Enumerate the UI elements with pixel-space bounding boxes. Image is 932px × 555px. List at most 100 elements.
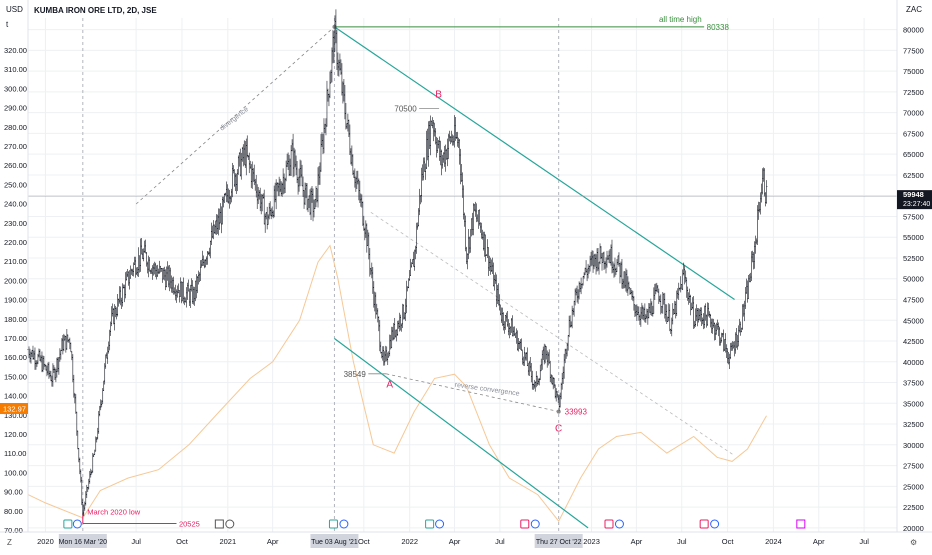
x-tick-label: Oct <box>358 537 371 546</box>
right-tick-label: 30000 <box>903 441 924 450</box>
wave-b-label: B <box>435 90 442 101</box>
overlay-series <box>27 244 767 523</box>
time-axis[interactable]: 2020 Jul Oct 2021 Apr Oct 2022 Apr Jul 2023 Apr Jul… <box>0 531 932 548</box>
right-tick-label: 52500 <box>903 254 924 263</box>
left-currency: USD <box>6 5 23 14</box>
dividend-icon <box>614 519 624 529</box>
overlay-line <box>27 244 767 523</box>
right-tick-label: 27500 <box>903 462 924 471</box>
left-tick-label: 180.00 <box>4 315 27 324</box>
left-tick-label: 240.00 <box>4 200 27 209</box>
right-price-axis[interactable]: 20000 22500 25000 27500 30000 32500 35000 37500… <box>896 0 924 533</box>
right-tick-label: 70000 <box>903 109 924 118</box>
x-tick-label: Jul <box>677 537 687 546</box>
upper-channel-line <box>334 26 735 300</box>
settings-gear-icon[interactable]: ⚙ <box>910 538 917 547</box>
left-tick-label: 210.00 <box>4 257 27 266</box>
wave-a-label: A <box>386 380 393 391</box>
x-tick-label: 2022 <box>401 537 418 546</box>
left-tick-label: 310.00 <box>4 65 27 74</box>
right-tick-label: 65000 <box>903 150 924 159</box>
dividend-icon <box>530 519 540 529</box>
right-tick-label: 32500 <box>903 420 924 429</box>
date-highlight-label: Mon 16 Mar '20 <box>59 539 108 546</box>
right-tick-label: 50000 <box>903 275 924 284</box>
left-tick-label: 200.00 <box>4 276 27 285</box>
date-highlight-label: Tue 03 Aug '21 <box>311 539 358 546</box>
x-tick-label: Apr <box>813 537 825 546</box>
left-tick-label: 110.00 <box>4 449 26 458</box>
wave-b-value: 70500 <box>394 105 417 114</box>
ath-point <box>332 24 337 29</box>
left-tick-label: 140.00 <box>4 392 27 401</box>
left-tick-label: 190.00 <box>4 296 27 305</box>
lower-channel-line <box>334 338 589 529</box>
x-tick-label: 2021 <box>219 537 236 546</box>
right-tick-label: 22500 <box>903 503 924 512</box>
left-price-axis[interactable]: 70.0080.0090.00100.00110.00120.00130.001… <box>4 0 29 535</box>
left-tick-label: 260.00 <box>4 161 27 170</box>
last-price-badge: 59948 23:27:40 <box>897 190 932 210</box>
dividend-icon <box>435 519 445 529</box>
timezone-z-icon[interactable]: Z <box>7 538 12 547</box>
left-tick-label: 170.00 <box>4 334 27 343</box>
date-highlight-label: Thu 27 Oct '22 <box>536 539 582 546</box>
c-point <box>556 409 561 414</box>
x-tick-label: Oct <box>722 537 735 546</box>
earnings-icon <box>63 519 73 529</box>
right-tick-label: 80000 <box>903 26 924 35</box>
date-highlight-box <box>534 534 583 548</box>
candle <box>765 180 768 204</box>
x-tick-label: 2020 <box>37 537 54 546</box>
x-tick-label: Jul <box>859 537 869 546</box>
left-tick-label: 70.00 <box>4 526 23 535</box>
right-tick-label: 55000 <box>903 233 924 242</box>
date-highlight-box <box>58 534 107 548</box>
right-tick-label: 62500 <box>903 171 924 180</box>
left-tick-label: 270.00 <box>4 142 27 151</box>
corner-t: t <box>6 20 9 29</box>
right-tick-label: 42500 <box>903 337 924 346</box>
dividend-icon <box>225 519 235 529</box>
left-tick-label: 230.00 <box>4 219 27 228</box>
right-tick-label: 77500 <box>903 46 924 55</box>
x-tick-label: Oct <box>176 537 189 546</box>
x-tick-label: Apr <box>267 537 279 546</box>
dividend-icon <box>710 519 720 529</box>
grid <box>28 18 897 532</box>
x-tick-label: 2023 <box>583 537 600 546</box>
earnings-icon <box>425 519 435 529</box>
left-tick-label: 150.00 <box>4 372 27 381</box>
divergence-line <box>135 26 335 205</box>
right-tick-label: 47500 <box>903 295 924 304</box>
x-tick-label: Jul <box>131 537 141 546</box>
right-tick-label: 20000 <box>903 524 924 533</box>
earnings-icon <box>520 519 530 529</box>
right-tick-label: 57500 <box>903 212 924 221</box>
earnings-icon <box>699 519 709 529</box>
right-tick-label: 72500 <box>903 88 924 97</box>
left-tick-label: 80.00 <box>4 507 23 516</box>
right-tick-label: 45000 <box>903 316 924 325</box>
march-2020-low-label: March 2020 low <box>87 508 141 517</box>
left-tick-label: 220.00 <box>4 238 27 247</box>
left-tick-label: 120.00 <box>4 430 27 439</box>
left-tick-label: 300.00 <box>4 84 27 93</box>
event-markers[interactable] <box>63 519 806 529</box>
earnings-icon <box>328 519 338 529</box>
earnings-icon <box>796 519 806 529</box>
candle-series[interactable] <box>27 9 768 517</box>
left-tick-label: 280.00 <box>4 123 27 132</box>
all-time-high-value: 80338 <box>707 23 730 32</box>
x-tick-label: Apr <box>631 537 643 546</box>
earnings-icon <box>604 519 614 529</box>
march-2020-low-value: 20525 <box>179 519 200 528</box>
left-tick-label: 100.00 <box>4 468 27 477</box>
right-tick-label: 40000 <box>903 358 924 367</box>
wave-c-value: 33993 <box>565 408 588 417</box>
symbol-title: KUMBA IRON ORE LTD, 2D, JSE <box>34 6 157 15</box>
all-time-high-label: all time high <box>659 15 702 24</box>
